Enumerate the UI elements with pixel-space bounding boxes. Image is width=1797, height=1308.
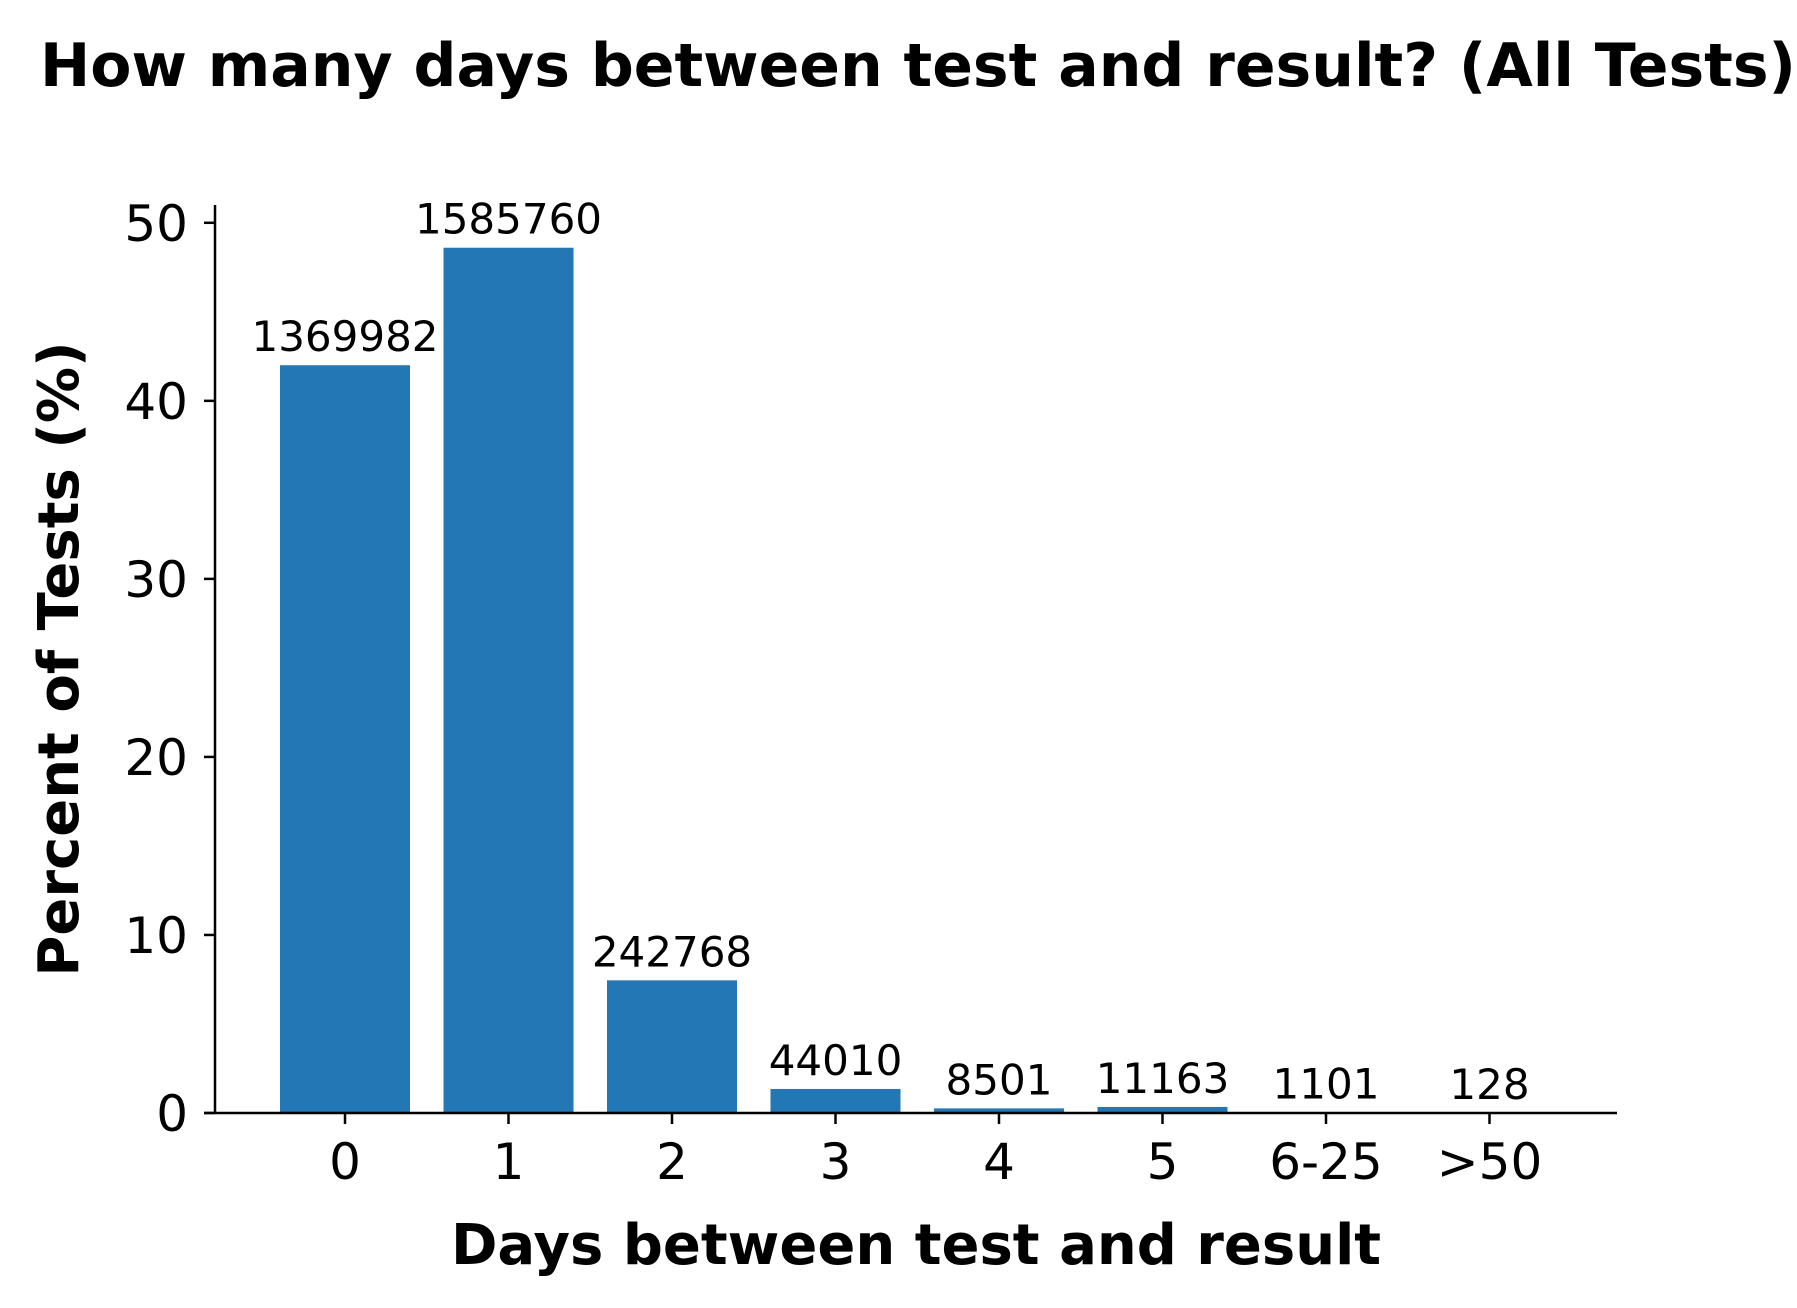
y-tick-label-0: 0 (156, 1085, 188, 1143)
x-axis-ticks: 0 1 2 3 4 5 6-25 >50 (329, 1113, 1542, 1191)
y-tick-label-2: 20 (124, 729, 188, 787)
bar-2 (607, 980, 737, 1113)
data-label-6: 1101 (1273, 1059, 1380, 1108)
bar-1 (443, 247, 574, 1113)
y-tick-label-5: 50 (124, 195, 188, 253)
y-axis-ticks: 0 10 20 30 40 50 (124, 195, 215, 1143)
data-label-4: 8501 (946, 1055, 1053, 1104)
y-tick-label-4: 40 (124, 373, 188, 431)
x-tick-label-2: 2 (656, 1133, 688, 1191)
data-label-7: 128 (1449, 1060, 1529, 1109)
bar-3 (770, 1088, 901, 1113)
data-label-0: 1369982 (251, 312, 438, 361)
y-tick-label-1: 10 (124, 907, 188, 965)
y-axis-label: Percent of Tests (%) (27, 341, 92, 976)
x-tick-label-5: 5 (1147, 1133, 1179, 1191)
bars-layer (280, 247, 1555, 1113)
x-tick-label-3: 3 (820, 1133, 852, 1191)
data-label-2: 242768 (592, 927, 752, 976)
data-label-1: 1585760 (415, 195, 602, 244)
x-axis-label: Days between test and result (451, 1213, 1381, 1278)
x-tick-label-6: 6-25 (1269, 1133, 1382, 1191)
x-tick-label-4: 4 (983, 1133, 1015, 1191)
x-tick-label-1: 1 (493, 1133, 525, 1191)
x-tick-label-7: >50 (1437, 1133, 1543, 1191)
chart-title: How many days between test and result? (… (40, 31, 1796, 101)
bar-5 (1097, 1106, 1228, 1113)
data-label-5: 11163 (1096, 1054, 1230, 1103)
x-tick-label-0: 0 (329, 1133, 361, 1191)
bar-4 (934, 1108, 1064, 1113)
y-tick-label-3: 30 (124, 551, 188, 609)
bar-0 (280, 365, 410, 1113)
data-label-3: 44010 (769, 1036, 903, 1085)
data-labels-layer: 1369982 1585760 242768 44010 8501 11163 1101 12… (251, 195, 1529, 1109)
